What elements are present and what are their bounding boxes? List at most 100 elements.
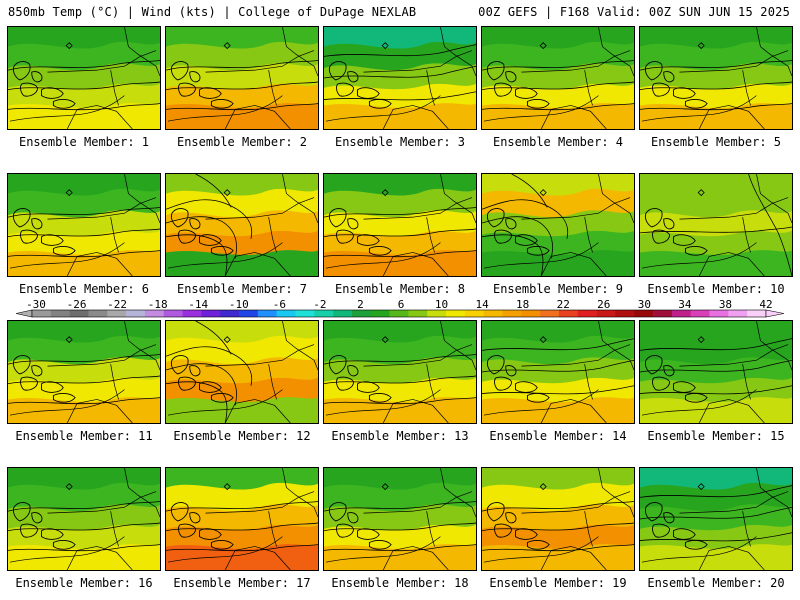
colorbar-segment — [144, 310, 165, 317]
colorbar-tick-label: 42 — [759, 299, 772, 311]
colorbar-segment — [577, 310, 597, 317]
colorbar-segment — [615, 310, 635, 317]
temperature-map — [482, 27, 634, 129]
colorbar-segment — [276, 310, 296, 317]
ensemble-member-panel — [639, 173, 793, 277]
ensemble-member-label: Ensemble Member: 19 — [489, 576, 627, 590]
colorbar-tick-label: -2 — [313, 299, 326, 311]
temperature-map — [482, 174, 634, 276]
colorbar-segment — [502, 310, 522, 317]
colorbar-left-arrow — [15, 309, 33, 318]
temperature-map — [166, 27, 318, 129]
colorbar-tick-label: 2 — [357, 299, 364, 311]
ensemble-member-label: Ensemble Member: 2 — [176, 135, 308, 149]
temperature-map — [166, 321, 318, 423]
temperature-colorbar: -30 -26 -22 -18 -14 -10 -6 -2 2 6 10 14 18 22 26 30 34 38… — [15, 299, 785, 318]
colorbar-tick-label: -10 — [229, 299, 249, 311]
colorbar-segment — [671, 310, 692, 317]
colorbar-segment — [521, 310, 541, 317]
temperature-map — [8, 468, 160, 570]
temperature-map — [8, 174, 160, 276]
colorbar-segment — [201, 310, 221, 317]
temperature-map — [324, 174, 476, 276]
ensemble-member-panel — [323, 173, 477, 277]
colorbar-segment — [220, 310, 240, 317]
ensemble-member-panel — [7, 173, 161, 277]
colorbar-segment — [126, 310, 146, 317]
colorbar-segment — [747, 310, 767, 317]
colorbar-tick-label: -6 — [273, 299, 286, 311]
colorbar-tick-label: -30 — [26, 299, 46, 311]
ensemble-member-label: Ensemble Member: 8 — [334, 282, 466, 296]
colorbar-right-arrow — [765, 309, 785, 318]
colorbar-segment — [427, 310, 447, 317]
ensemble-member-panel — [165, 26, 319, 130]
ensemble-member-panel — [639, 320, 793, 424]
ensemble-member-panel — [165, 467, 319, 571]
ensemble-member-label: Ensemble Member: 3 — [334, 135, 466, 149]
ensemble-member-label: Ensemble Member: 16 — [15, 576, 153, 590]
ensemble-member-panel — [639, 467, 793, 571]
colorbar-segment — [163, 310, 183, 317]
ensemble-member-panel — [7, 320, 161, 424]
colorbar-tick-label: -26 — [67, 299, 87, 311]
ensemble-member-label: Ensemble Member: 17 — [173, 576, 311, 590]
ensemble-member-panel — [7, 26, 161, 130]
colorbar-segment — [314, 310, 334, 317]
run-valid-time: 00Z GEFS | F168 Valid: 00Z SUN JUN 15 20… — [478, 5, 790, 19]
ensemble-member-panel — [481, 320, 635, 424]
temperature-map — [324, 27, 476, 129]
colorbar-segment — [634, 310, 654, 317]
ensemble-member-panel — [639, 26, 793, 130]
temperature-map — [324, 321, 476, 423]
colorbar-tick-label: 14 — [475, 299, 489, 311]
colorbar-segment — [351, 310, 372, 317]
ensemble-member-label: Ensemble Member: 18 — [331, 576, 469, 590]
ensemble-member-label: Ensemble Member: 1 — [18, 135, 150, 149]
temperature-map — [8, 321, 160, 423]
ensemble-member-label: Ensemble Member: 10 — [647, 282, 785, 296]
colorbar-tick-label: 26 — [597, 299, 610, 311]
temperature-map — [8, 27, 160, 129]
ensemble-member-panel — [481, 467, 635, 571]
temperature-map — [166, 468, 318, 570]
colorbar-segment — [32, 310, 52, 317]
ensemble-member-panel — [481, 173, 635, 277]
colorbar-segment — [483, 310, 503, 317]
colorbar-segment — [596, 310, 616, 317]
colorbar-segment — [50, 310, 70, 317]
ensemble-member-label: Ensemble Member: 4 — [492, 135, 624, 149]
temperature-map — [640, 27, 792, 129]
colorbar-segment — [370, 310, 390, 317]
colorbar-segment — [446, 310, 466, 317]
colorbar-tick-label: 30 — [638, 299, 651, 311]
temperature-map — [640, 321, 792, 423]
ensemble-member-panel — [481, 26, 635, 130]
temperature-map — [640, 468, 792, 570]
colorbar-tick-label: -22 — [107, 299, 127, 311]
ensemble-member-label: Ensemble Member: 14 — [489, 429, 627, 443]
colorbar-segment — [182, 310, 202, 317]
temperature-map — [640, 174, 792, 276]
ensemble-member-label: Ensemble Member: 13 — [331, 429, 469, 443]
colorbar-segment — [257, 310, 277, 317]
colorbar-segment — [295, 310, 315, 317]
colorbar-segment — [239, 310, 259, 317]
temperature-map — [482, 321, 634, 423]
ensemble-member-label: Ensemble Member: 6 — [18, 282, 150, 296]
colorbar-tick-label: -18 — [148, 299, 168, 311]
colorbar-tick-label: -14 — [188, 299, 208, 311]
ensemble-member-label: Ensemble Member: 20 — [647, 576, 785, 590]
ensemble-member-label: Ensemble Member: 12 — [173, 429, 311, 443]
colorbar-tick-label: 38 — [719, 299, 732, 311]
colorbar-segment — [464, 310, 484, 317]
colorbar-segment — [69, 310, 89, 317]
colorbar-tick-label: 22 — [557, 299, 570, 311]
colorbar-segment — [653, 310, 673, 317]
ensemble-member-panel — [323, 26, 477, 130]
colorbar-segment — [728, 310, 748, 317]
ensemble-member-label: Ensemble Member: 9 — [492, 282, 624, 296]
temperature-map — [324, 468, 476, 570]
colorbar-segment — [690, 310, 710, 317]
colorbar-segment — [558, 310, 579, 317]
